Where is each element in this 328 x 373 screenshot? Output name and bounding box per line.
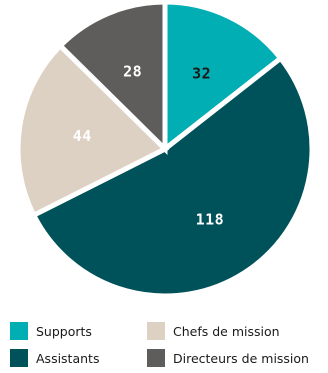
chart-legend: Supports Chefs de mission Assistants Dir…	[10, 320, 328, 370]
legend-swatch-assistants	[10, 349, 28, 367]
pie-label-assistants: 118	[196, 211, 225, 229]
pie-label-directeurs-de-mission: 28	[123, 63, 142, 81]
pie-slice-supports	[162, 0, 285, 155]
pie-chart: 32 118 44 28	[15, 0, 315, 299]
pie-label-supports: 32	[192, 65, 211, 83]
legend-label-chefs-de-mission: Chefs de mission	[173, 323, 280, 339]
legend-label-assistants: Assistants	[36, 350, 100, 366]
pie-slice-assistants	[30, 54, 315, 299]
legend-item-supports: Supports	[10, 320, 92, 342]
pie-slice-directeurs-de-mission	[56, 0, 168, 155]
pie-label-chefs-de-mission: 44	[73, 127, 92, 145]
pie-slice-chefs-de-mission	[15, 42, 170, 219]
pie-slices	[15, 0, 315, 299]
legend-item-directeurs-de-mission: Directeurs de mission	[147, 347, 309, 369]
legend-swatch-supports	[10, 322, 28, 340]
pie-labels: 32 118 44 28	[73, 63, 225, 229]
legend-swatch-directeurs-de-mission	[147, 349, 165, 367]
legend-label-directeurs-de-mission: Directeurs de mission	[173, 350, 309, 366]
legend-label-supports: Supports	[36, 323, 92, 339]
legend-swatch-chefs-de-mission	[147, 322, 165, 340]
legend-item-chefs-de-mission: Chefs de mission	[147, 320, 280, 342]
legend-item-assistants: Assistants	[10, 347, 99, 369]
